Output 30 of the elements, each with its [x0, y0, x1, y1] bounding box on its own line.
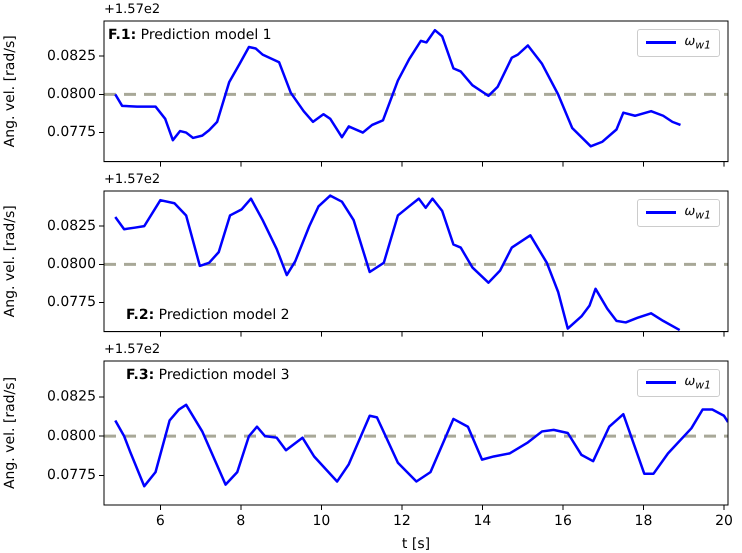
x-tick-label: 20	[715, 513, 733, 530]
x-axis-title: t [s]	[402, 536, 430, 552]
y-tick-label: 0.0775	[47, 466, 96, 483]
x-tick-label: 14	[474, 513, 492, 530]
y-tick-label: 0.0825	[47, 388, 96, 405]
y-tick-label: 0.0800	[47, 256, 96, 272]
x-tick-label: 16	[554, 513, 572, 530]
annotation: F.2: Prediction model 2	[126, 307, 290, 323]
y-tick-label: 0.0825	[47, 218, 96, 234]
x-tick-label: 8	[236, 513, 246, 530]
y-tick-label: 0.0775	[47, 124, 96, 140]
text: +1.57e2	[104, 172, 160, 187]
x-tick-label: 18	[634, 513, 652, 530]
text: +1.57e2	[104, 342, 160, 357]
y-tick-label: 0.0775	[47, 294, 96, 310]
legend-label: ω$_{w1}$	[684, 204, 711, 222]
legend-label: ω$_{w1}$	[684, 374, 711, 392]
annotation: F.1: Prediction model 1	[108, 27, 272, 43]
y-axis-title: Ang. vel. [rad/s]	[2, 35, 18, 148]
y-tick-label: 0.0825	[47, 48, 96, 64]
x-tick-label: 12	[392, 513, 411, 530]
legend-label: ω$_{w1}$	[684, 34, 711, 52]
y-tick-label: 0.0800	[47, 86, 96, 102]
x-tick-label: 6	[156, 513, 165, 530]
annotation: F.3: Prediction model 3	[126, 367, 290, 383]
x-tick-label: 10	[312, 513, 330, 530]
y-axis-title: Ang. vel. [rad/s]	[2, 376, 18, 490]
text: +1.57e2	[104, 2, 160, 17]
y-axis-title: Ang. vel. [rad/s]	[2, 205, 18, 318]
y-tick-label: 0.0800	[47, 428, 96, 444]
